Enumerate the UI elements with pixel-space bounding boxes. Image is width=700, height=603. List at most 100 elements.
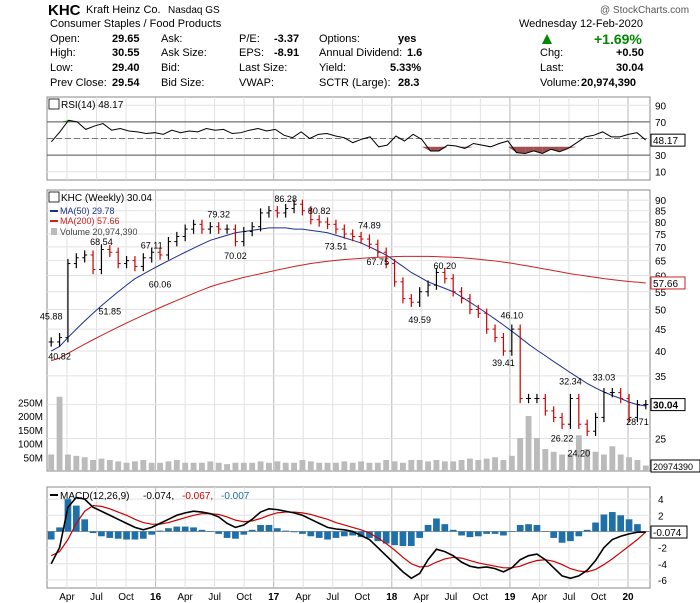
volume-bar (274, 461, 281, 471)
volume-bar (98, 458, 105, 471)
volume-bar (525, 416, 532, 471)
ask-size-label: Ask Size: (161, 47, 207, 59)
price-legend: KHC (Weekly) 30.04 (61, 193, 152, 204)
volume-bar (232, 462, 239, 471)
price-tick-label: 55 (655, 288, 667, 299)
volume-bar (182, 462, 189, 471)
macd-histogram-bar (366, 531, 373, 538)
macd-histogram-bar (533, 524, 541, 532)
high-value: 30.55 (112, 47, 140, 59)
volume-tick-label: 250M (18, 398, 43, 409)
macd-histogram-bar (206, 531, 214, 532)
volume-bar (366, 462, 373, 471)
macd-histogram-bar (181, 526, 189, 532)
macd-histogram-bar (558, 531, 566, 543)
macd-histogram-bar (47, 531, 55, 540)
x-axis-label: 19 (504, 592, 516, 603)
macd-histogram-bar (466, 531, 474, 538)
dividend-value: 1.6 (407, 47, 423, 59)
macd-histogram-bar (600, 514, 608, 532)
price-annotation: 46.10 (501, 311, 524, 321)
bid-size-label: Bid Size: (161, 77, 205, 89)
price-tick-label: 75 (655, 230, 667, 241)
x-axis-label: Jul (444, 592, 457, 603)
volume-bar (282, 462, 289, 471)
quote-date: Wednesday 12-Feb-2020 (519, 18, 643, 30)
x-axis-label: 18 (386, 592, 398, 603)
macd-histogram-bar (441, 524, 449, 532)
volume-bar (601, 454, 607, 471)
volume-bar (123, 462, 130, 471)
macd-histogram-bar (64, 499, 72, 532)
signal-legend-value: -0.067, (182, 491, 213, 502)
macd-tick-label: 4 (658, 495, 664, 506)
price-annotation: 79.32 (207, 210, 230, 220)
macd-histogram-bar (257, 524, 264, 532)
sctr-value: 28.3 (398, 77, 420, 89)
rsi-overbought-fill (59, 120, 69, 122)
volume-bar (575, 435, 582, 471)
price-tick-label: 85 (655, 207, 667, 218)
volume-bar (48, 454, 55, 471)
volume-bar (173, 460, 180, 471)
macd-histogram-bar (106, 531, 114, 538)
volume-bar (90, 460, 96, 471)
company-name: Kraft Heinz Co. (86, 4, 161, 16)
ask-label: Ask: (161, 33, 183, 45)
volume-bar (458, 460, 465, 471)
volume-label: Volume: (540, 77, 580, 89)
macd-histogram-bar (449, 529, 457, 532)
rsi-oversold-fill (507, 146, 517, 153)
macd-histogram-bar (165, 528, 172, 532)
macd-histogram-bar (307, 531, 315, 537)
price-tick-label: 25 (655, 435, 667, 446)
x-axis-label: Oct (118, 592, 134, 603)
macd-histogram-bar (357, 531, 365, 538)
chg-label: Chg: (540, 47, 564, 59)
ma50-line (50, 227, 646, 407)
volume-bar (316, 462, 323, 471)
macd-histogram-bar (541, 531, 549, 532)
macd-histogram-bar (474, 531, 482, 537)
volume-bar (299, 460, 306, 471)
x-axis-label: Jul (208, 592, 221, 603)
price-annotation: 74.89 (358, 220, 381, 230)
price-annotation: 60.06 (149, 279, 172, 289)
volume-bar (324, 462, 331, 471)
x-axis-label: Jul (326, 592, 339, 603)
rsi-tick-label: 30 (655, 151, 667, 162)
volume-bar (199, 462, 205, 471)
last-value: 30.04 (616, 62, 644, 74)
x-axis-label: 16 (150, 592, 162, 603)
macd-histogram-bar (290, 531, 298, 533)
rsi-oversold-fill (550, 146, 560, 152)
macd-histogram-bar (567, 531, 574, 542)
rsi-current-box (650, 133, 686, 147)
volume-bar (333, 462, 339, 471)
volume-bar (240, 462, 247, 471)
volume-legend-swatch (51, 228, 57, 235)
volume-bar (56, 396, 63, 471)
x-axis-label: Oct (236, 592, 252, 603)
macd-histogram-bar (516, 524, 524, 532)
volume-bar (425, 461, 431, 471)
macd-histogram-bar (634, 524, 641, 532)
rsi-oversold-fill (542, 146, 551, 154)
macd-histogram-bar (215, 531, 223, 534)
price-annotation: 26.22 (551, 434, 574, 444)
macd-histogram-bar (592, 522, 599, 532)
x-axis-label: Apr (59, 592, 75, 603)
macd-histogram-bar (123, 531, 130, 540)
macd-legend: MACD(12,26,9) (60, 491, 129, 502)
ma50-legend: MA(50) 29.78 (60, 206, 115, 216)
rsi-oversold-fill (438, 146, 448, 151)
price-annotation: 24.20 (568, 449, 591, 459)
volume-bar (207, 461, 214, 471)
volume-bar (517, 438, 524, 471)
volume-bar (467, 458, 473, 471)
low-label: Low: (50, 62, 74, 74)
volume-tick-label: 150M (18, 426, 43, 437)
eps-value: -8.91 (274, 47, 300, 59)
volume-bar (341, 461, 348, 471)
macd-panel-frame (46, 486, 651, 589)
